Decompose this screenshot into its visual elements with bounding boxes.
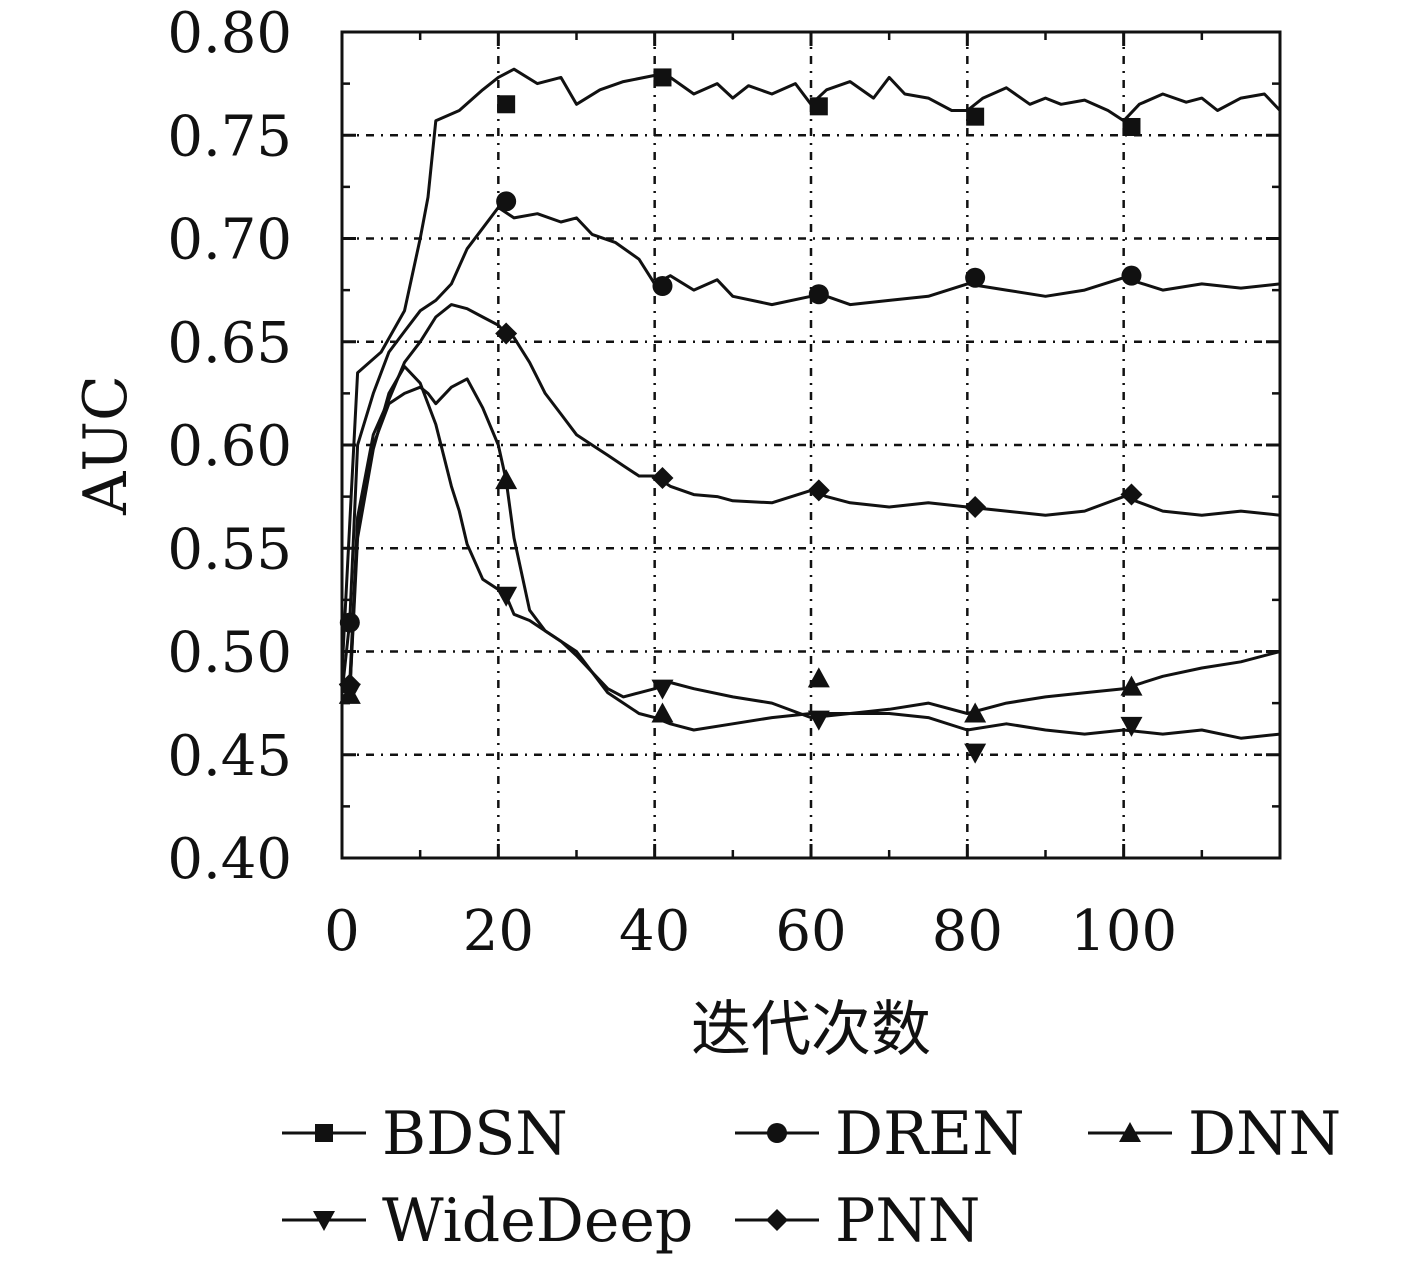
legend-label: DNN <box>1188 1099 1341 1169</box>
legend-item-pnn: PNN <box>735 1186 980 1256</box>
data-point-pnn <box>338 673 361 696</box>
legend-item-dnn: DNN <box>1088 1099 1341 1169</box>
data-point-dnn <box>651 702 674 723</box>
legend-marker <box>313 1211 335 1231</box>
data-point-dren <box>1121 265 1142 286</box>
y-tick-label: 0.55 <box>167 517 292 582</box>
legend-marker <box>766 1209 788 1231</box>
data-point-widedeep <box>964 743 987 764</box>
data-point-bdsn <box>497 95 516 114</box>
data-point-dnn <box>964 702 987 723</box>
legend-marker <box>1119 1122 1141 1142</box>
series-line-dnn <box>341 377 1281 732</box>
plot-frame <box>340 30 1282 860</box>
data-point-pnn <box>964 495 987 518</box>
legend-label: WideDeep <box>382 1186 693 1256</box>
legend-item-bdsn: BDSN <box>282 1099 568 1169</box>
legend-item-dren: DREN <box>735 1099 1025 1169</box>
data-point-dren <box>496 191 517 212</box>
data-point-dren <box>652 275 673 296</box>
data-point-dnn <box>807 667 830 688</box>
x-tick-labels: 0 20 40 60 80 100 <box>324 899 1177 964</box>
data-point-widedeep <box>807 710 830 731</box>
y-tick-label: 0.40 <box>167 827 292 892</box>
data-point-dnn <box>495 469 518 490</box>
legend-item-widedeep: WideDeep <box>282 1186 693 1256</box>
x-tick-label: 80 <box>932 899 1003 964</box>
y-tick-label: 0.75 <box>167 104 292 169</box>
data-point-bdsn <box>809 97 828 116</box>
data-point-pnn <box>1120 483 1143 506</box>
series-line-pnn <box>340 303 1281 694</box>
y-axis-title: AUC <box>71 375 141 516</box>
data-point-dren <box>965 267 986 288</box>
x-tick-label: 20 <box>463 899 534 964</box>
data-point-dren <box>339 612 360 633</box>
x-axis-title: 迭代次数 <box>691 995 931 1065</box>
legend-label: BDSN <box>382 1099 568 1169</box>
data-point-dnn <box>1120 675 1143 696</box>
data-point-widedeep <box>495 586 518 607</box>
data-point-dren <box>808 284 829 305</box>
y-tick-labels: 0.40 0.45 0.50 0.55 0.60 0.65 0.70 0.75 0.80 <box>167 1 292 892</box>
legend-label: DREN <box>835 1099 1025 1169</box>
legend-label: PNN <box>835 1186 980 1256</box>
data-point-pnn <box>495 322 518 345</box>
legend: BDSN DREN DNN WideDeep PNN <box>282 1099 1341 1256</box>
legend-marker <box>767 1123 787 1143</box>
y-tick-label: 0.70 <box>167 208 292 273</box>
data-point-bdsn <box>966 107 985 126</box>
data-point-pnn <box>651 467 674 490</box>
grid-lines <box>342 32 1280 858</box>
series-line-widedeep <box>341 365 1281 740</box>
y-tick-label: 0.65 <box>167 311 292 376</box>
data-point-pnn <box>807 479 830 502</box>
y-tick-label: 0.50 <box>167 621 292 686</box>
x-tick-label: 40 <box>619 899 690 964</box>
x-tick-label: 0 <box>324 899 360 964</box>
x-tick-label: 60 <box>775 899 846 964</box>
legend-marker <box>315 1124 333 1142</box>
data-point-bdsn <box>653 68 672 87</box>
y-tick-label: 0.45 <box>167 724 292 789</box>
data-point-widedeep <box>1120 716 1143 737</box>
data-point-bdsn <box>1122 117 1141 136</box>
x-tick-label: 100 <box>1070 899 1177 964</box>
series-markers <box>338 68 1143 764</box>
data-point-widedeep <box>651 679 674 700</box>
y-tick-label: 0.80 <box>167 1 292 66</box>
y-tick-label: 0.60 <box>167 414 292 479</box>
